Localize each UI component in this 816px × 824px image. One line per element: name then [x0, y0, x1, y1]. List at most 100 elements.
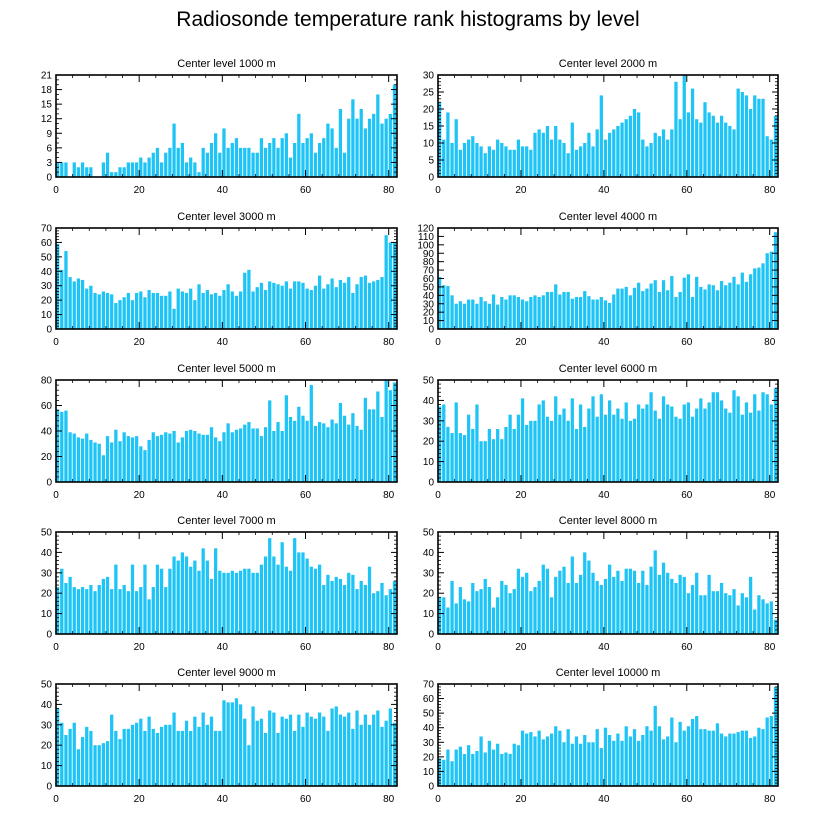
bar [761, 392, 765, 482]
bar [114, 429, 118, 482]
bar [512, 149, 516, 177]
x-tick-label: 60 [681, 337, 693, 348]
bar [719, 400, 724, 482]
bar [180, 143, 185, 177]
bar [632, 570, 637, 634]
x-tick-label: 80 [764, 490, 776, 501]
bar [56, 162, 60, 177]
bar [773, 232, 778, 329]
bar [450, 143, 454, 177]
bar [201, 147, 205, 177]
bar [695, 716, 699, 786]
bar [243, 568, 247, 634]
bar [205, 724, 209, 786]
bar [467, 601, 471, 634]
bar [359, 724, 363, 786]
y-tick-label: 0 [46, 478, 52, 489]
bar [491, 607, 496, 634]
bar [135, 722, 139, 786]
y-tick-label: 25 [423, 88, 435, 99]
bar [330, 419, 334, 482]
bar [620, 288, 624, 329]
bar [732, 733, 736, 786]
bar [537, 129, 541, 177]
bar [226, 423, 230, 482]
bar [732, 589, 736, 634]
bar [359, 580, 363, 634]
bar [686, 112, 691, 177]
bar [347, 572, 351, 634]
bar [653, 410, 657, 482]
x-tick-label: 60 [681, 642, 693, 653]
bar [376, 279, 380, 329]
bar [512, 589, 516, 634]
bar [76, 749, 81, 786]
x-tick-label: 40 [217, 642, 229, 653]
bar [719, 281, 724, 329]
bar [740, 593, 744, 634]
bar [541, 564, 545, 634]
bar [60, 568, 64, 634]
bar [753, 736, 757, 786]
bar [707, 284, 711, 329]
bar [122, 297, 126, 329]
bar [649, 730, 653, 786]
bar [599, 95, 603, 177]
bar [276, 422, 280, 482]
x-tick-label: 80 [383, 642, 395, 653]
y-tick-label: 15 [423, 122, 435, 133]
bar [703, 729, 707, 786]
bar [355, 118, 359, 177]
bar [487, 740, 492, 786]
x-tick-label: 60 [300, 185, 312, 196]
bar [247, 568, 251, 634]
bar [201, 712, 205, 786]
bar [263, 290, 268, 329]
bar [608, 400, 612, 482]
y-tick-label: 10 [41, 310, 53, 321]
bar [666, 290, 670, 329]
bar [105, 292, 110, 329]
bar [570, 398, 574, 482]
x-tick-label: 40 [598, 490, 610, 501]
bar [624, 568, 628, 634]
bar [442, 404, 446, 482]
x-tick-label: 80 [764, 794, 776, 805]
bar [583, 291, 587, 330]
bar [508, 753, 512, 786]
bar [475, 303, 479, 329]
bar [326, 574, 330, 634]
bar [126, 436, 130, 482]
bar [707, 730, 711, 786]
bar [699, 729, 703, 786]
x-tick-label: 0 [53, 794, 59, 805]
bar [670, 406, 674, 482]
bar [545, 291, 550, 329]
bar [72, 587, 76, 634]
y-tick-label: 40 [41, 267, 53, 278]
bar [661, 562, 666, 634]
bar [334, 706, 338, 786]
bar [740, 92, 744, 177]
bar [326, 284, 330, 329]
bar [587, 742, 591, 786]
bar [342, 152, 347, 177]
bar [471, 428, 475, 482]
bar [483, 752, 487, 786]
bar [462, 303, 467, 329]
bar [110, 714, 114, 786]
bar [529, 149, 533, 177]
bar [380, 583, 384, 634]
x-tick-label: 0 [435, 337, 441, 348]
bar [85, 589, 89, 634]
bar [226, 147, 230, 177]
bar [255, 572, 259, 634]
bar [711, 285, 715, 329]
bar [222, 128, 226, 177]
bar [305, 420, 309, 482]
bar [736, 605, 740, 634]
x-tick-label: 40 [217, 490, 229, 501]
bar [85, 433, 89, 482]
y-tick-label: 50 [41, 680, 53, 691]
y-tick-label: 50 [41, 528, 53, 539]
